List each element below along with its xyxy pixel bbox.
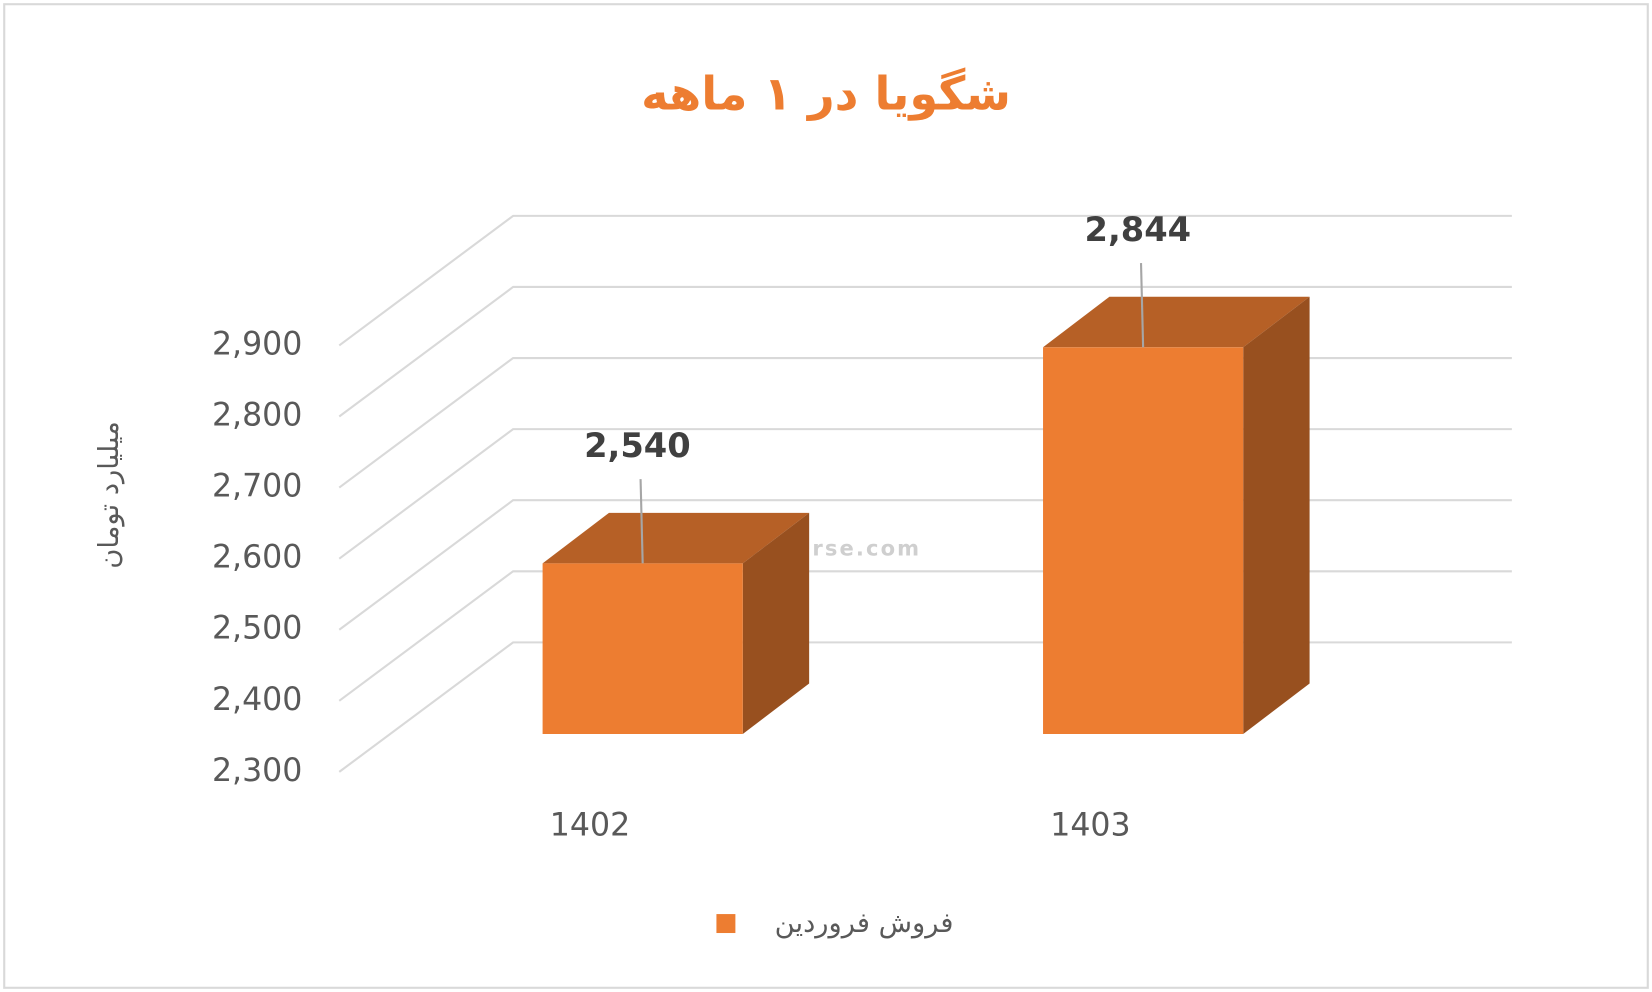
bar-top: [1043, 296, 1310, 348]
grid-line: [338, 214, 1512, 347]
leader-line: [1139, 263, 1145, 348]
bar-side: [742, 512, 810, 734]
legend-swatch: [716, 914, 736, 934]
bar: [542, 563, 743, 734]
y-tick-label: 2,300: [212, 753, 302, 789]
y-tick-label: 2,600: [212, 540, 302, 576]
leader-line: [639, 479, 644, 564]
y-axis-title: میلیارد تومان: [94, 421, 125, 569]
y-tick-label: 2,700: [212, 469, 302, 505]
bar: [1043, 347, 1244, 734]
data-label: 2,540: [584, 426, 691, 465]
grid-line: [338, 285, 1512, 418]
data-label: 2,844: [1085, 210, 1192, 249]
y-tick-label: 2,800: [212, 397, 302, 433]
y-tick-label: 2,900: [212, 326, 302, 362]
bar-top: [542, 512, 810, 564]
x-tick-label: 1403: [1050, 808, 1130, 844]
y-tick-label: 2,400: [212, 682, 302, 718]
legend-label: فروش فروردین: [775, 908, 954, 939]
bar-side: [1243, 296, 1310, 734]
y-tick-label: 2,500: [212, 611, 302, 647]
x-tick-label: 1402: [550, 808, 630, 844]
chart-title: شگویا در ۱ ماهه: [641, 66, 1011, 120]
chart-border: [3, 3, 1649, 989]
